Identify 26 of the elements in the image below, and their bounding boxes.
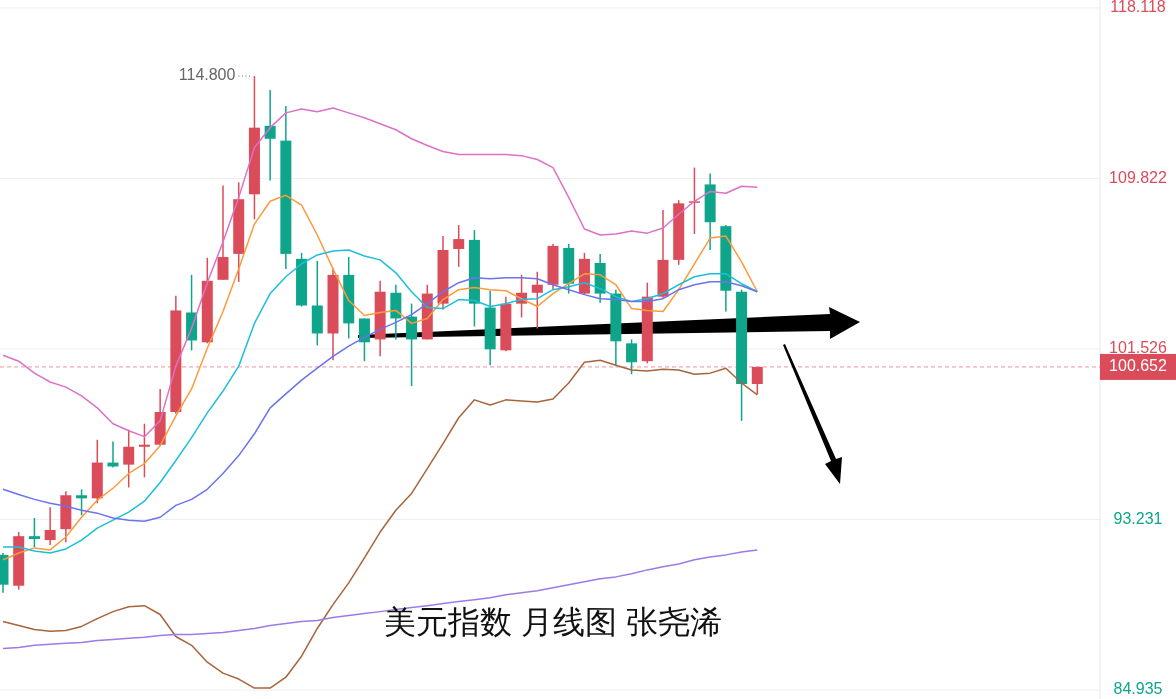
candlestick: [123, 428, 135, 489]
y-tick-label: 109.822: [1109, 168, 1168, 186]
line-series: [2, 359, 759, 689]
y-tick-label: 84.935: [1113, 680, 1163, 698]
y-tick-label: 118.118: [1110, 0, 1166, 16]
candlestick: [76, 488, 88, 516]
annotation: 美元指数 月线图 张尧浠: [384, 604, 722, 640]
candlestick: [28, 517, 40, 548]
line-series: [2, 549, 759, 650]
candlestick: [44, 506, 56, 546]
y-tick-label: 101.526: [1109, 339, 1168, 357]
line-series: [2, 277, 759, 522]
candlestick: [217, 184, 229, 281]
candlestick: [626, 338, 638, 375]
candlestick: [688, 166, 700, 235]
candlestick: [453, 224, 465, 268]
ref-line-label: 100.652: [1109, 357, 1168, 375]
candlestick: [358, 317, 370, 362]
candlestick: [138, 422, 150, 479]
candlestick: [751, 366, 763, 395]
candlestick: [531, 271, 543, 330]
annotation: 114.800: [178, 66, 236, 84]
candlestick: [264, 89, 276, 182]
line-series: [2, 249, 759, 554]
y-tick-label: 93.231: [1113, 509, 1163, 527]
line-series: [2, 107, 759, 438]
